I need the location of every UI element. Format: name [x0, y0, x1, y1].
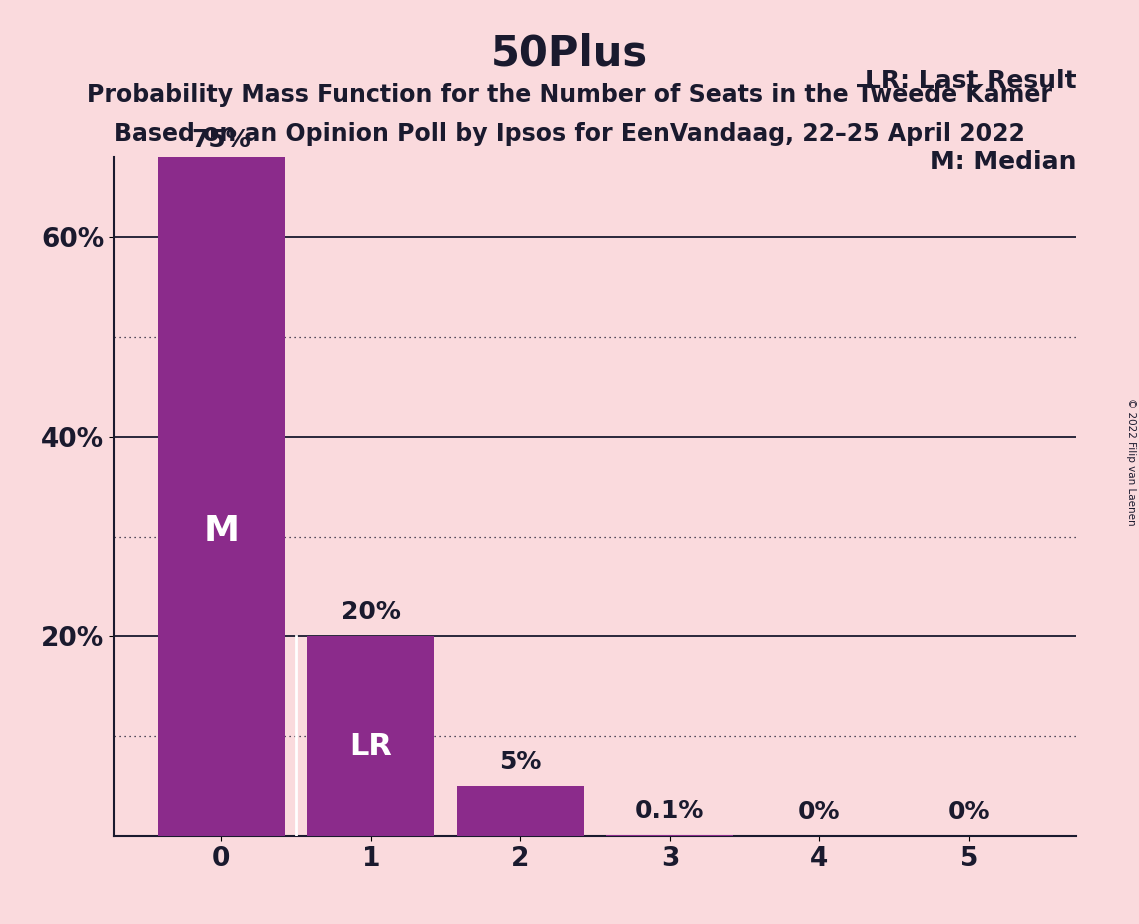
Bar: [606, 835, 734, 836]
Bar: [308, 637, 434, 836]
Bar: [157, 87, 285, 836]
Text: M: M: [203, 514, 239, 548]
Text: LR: Last Result: LR: Last Result: [865, 68, 1076, 92]
Text: 0.1%: 0.1%: [636, 799, 705, 823]
Text: © 2022 Filip van Laenen: © 2022 Filip van Laenen: [1126, 398, 1136, 526]
Text: M: Median: M: Median: [929, 151, 1076, 175]
Text: 50Plus: 50Plus: [491, 32, 648, 74]
Text: 5%: 5%: [499, 750, 541, 774]
Text: 20%: 20%: [341, 601, 401, 625]
Text: 0%: 0%: [798, 800, 841, 824]
Text: Probability Mass Function for the Number of Seats in the Tweede Kamer: Probability Mass Function for the Number…: [87, 83, 1052, 107]
Text: 0%: 0%: [948, 800, 990, 824]
Text: LR: LR: [350, 732, 392, 760]
Text: 75%: 75%: [191, 128, 251, 152]
Text: Based on an Opinion Poll by Ipsos for EenVandaag, 22–25 April 2022: Based on an Opinion Poll by Ipsos for Ee…: [114, 122, 1025, 146]
Bar: [457, 786, 584, 836]
